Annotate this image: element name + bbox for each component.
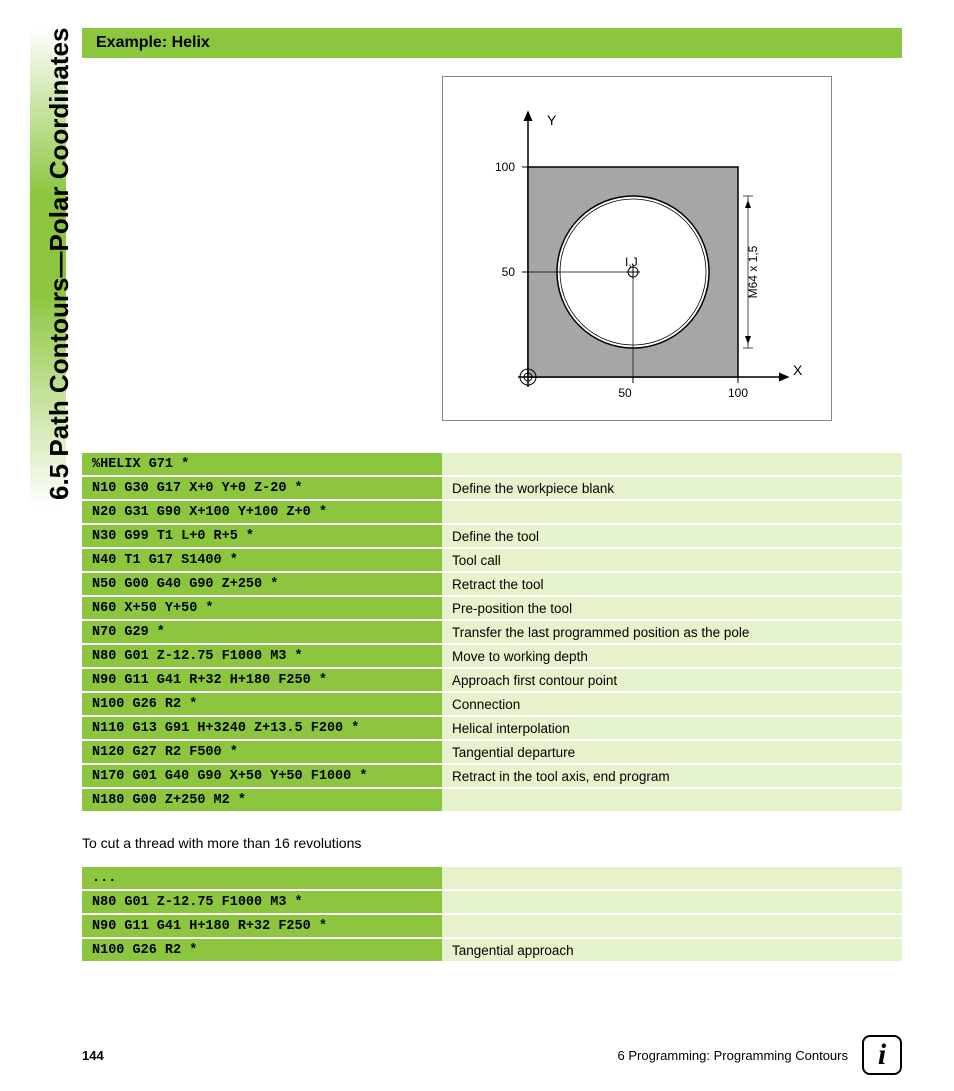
table-row: N10 G30 G17 X+0 Y+0 Z-20 *Define the wor… [82,477,902,499]
center-label: I,J [625,255,638,269]
desc-cell: Tangential approach [442,939,902,961]
y-tick-100: 100 [495,160,515,174]
desc-cell: Helical interpolation [442,717,902,739]
example-heading: Example: Helix [82,28,902,58]
code-cell: N110 G13 G91 H+3240 Z+13.5 F200 * [82,717,442,739]
desc-cell [442,501,902,523]
table-row: %HELIX G71 * [82,453,902,475]
side-title: 6.5 Path Contours—Polar Coordinates [44,28,75,500]
table-row: N110 G13 G91 H+3240 Z+13.5 F200 *Helical… [82,717,902,739]
desc-cell: Approach first contour point [442,669,902,691]
desc-cell [442,891,902,913]
code-cell: N30 G99 T1 L+0 R+5 * [82,525,442,547]
desc-cell: Pre-position the tool [442,597,902,619]
desc-cell: Move to working depth [442,645,902,667]
desc-cell: Transfer the last programmed position as… [442,621,902,643]
helix-figure: Y X 50 100 50 100 I,J M64 x 1,5 [442,76,832,421]
x-tick-50: 50 [618,386,632,400]
axis-x-label: X [793,362,803,378]
code-cell: N50 G00 G40 G90 Z+250 * [82,573,442,595]
code-cell: N170 G01 G40 G90 X+50 Y+50 F1000 * [82,765,442,787]
desc-cell [442,453,902,475]
code-table-2: ...N80 G01 Z-12.75 F1000 M3 *N90 G11 G41… [82,865,902,963]
table-row: N170 G01 G40 G90 X+50 Y+50 F1000 *Retrac… [82,765,902,787]
note-text: To cut a thread with more than 16 revolu… [82,835,902,851]
code-cell: ... [82,867,442,889]
table-row: N90 G11 G41 H+180 R+32 F250 * [82,915,902,937]
desc-cell: Tool call [442,549,902,571]
code-cell: N40 T1 G17 S1400 * [82,549,442,571]
page-content: Example: Helix [82,28,902,963]
table-row: N20 G31 G90 X+100 Y+100 Z+0 * [82,501,902,523]
table-row: N40 T1 G17 S1400 *Tool call [82,549,902,571]
code-cell: N80 G01 Z-12.75 F1000 M3 * [82,645,442,667]
axis-y-label: Y [547,112,557,128]
table-row: N180 G00 Z+250 M2 * [82,789,902,811]
code-cell: N120 G27 R2 F500 * [82,741,442,763]
x-tick-100: 100 [728,386,748,400]
y-tick-50: 50 [502,265,516,279]
code-cell: %HELIX G71 * [82,453,442,475]
code-cell: N80 G01 Z-12.75 F1000 M3 * [82,891,442,913]
code-table-1: %HELIX G71 *N10 G30 G17 X+0 Y+0 Z-20 *De… [82,451,902,813]
page-number: 144 [82,1048,104,1063]
table-row: N70 G29 *Transfer the last programmed po… [82,621,902,643]
table-row: N80 G01 Z-12.75 F1000 M3 *Move to workin… [82,645,902,667]
desc-cell: Retract the tool [442,573,902,595]
desc-cell [442,867,902,889]
desc-cell: Define the tool [442,525,902,547]
table-row: N50 G00 G40 G90 Z+250 *Retract the tool [82,573,902,595]
desc-cell: Define the workpiece blank [442,477,902,499]
chapter-label: 6 Programming: Programming Contours [618,1048,848,1063]
desc-cell: Connection [442,693,902,715]
desc-cell: Tangential departure [442,741,902,763]
page-footer: 144 6 Programming: Programming Contours … [82,1035,902,1075]
code-cell: N180 G00 Z+250 M2 * [82,789,442,811]
code-cell: N70 G29 * [82,621,442,643]
code-cell: N20 G31 G90 X+100 Y+100 Z+0 * [82,501,442,523]
desc-cell [442,789,902,811]
code-cell: N10 G30 G17 X+0 Y+0 Z-20 * [82,477,442,499]
table-row: N120 G27 R2 F500 *Tangential departure [82,741,902,763]
table-row: N30 G99 T1 L+0 R+5 *Define the tool [82,525,902,547]
table-row: N100 G26 R2 *Connection [82,693,902,715]
code-cell: N90 G11 G41 H+180 R+32 F250 * [82,915,442,937]
info-icon: i [862,1035,902,1075]
table-row: N90 G11 G41 R+32 H+180 F250 *Approach fi… [82,669,902,691]
desc-cell: Retract in the tool axis, end program [442,765,902,787]
table-row: ... [82,867,902,889]
figure-svg: Y X 50 100 50 100 I,J M64 x 1,5 [443,77,831,420]
code-cell: N90 G11 G41 R+32 H+180 F250 * [82,669,442,691]
thread-label: M64 x 1,5 [746,245,760,298]
code-cell: N100 G26 R2 * [82,939,442,961]
code-cell: N60 X+50 Y+50 * [82,597,442,619]
desc-cell [442,915,902,937]
table-row: N80 G01 Z-12.75 F1000 M3 * [82,891,902,913]
code-cell: N100 G26 R2 * [82,693,442,715]
table-row: N60 X+50 Y+50 *Pre-position the tool [82,597,902,619]
table-row: N100 G26 R2 *Tangential approach [82,939,902,961]
